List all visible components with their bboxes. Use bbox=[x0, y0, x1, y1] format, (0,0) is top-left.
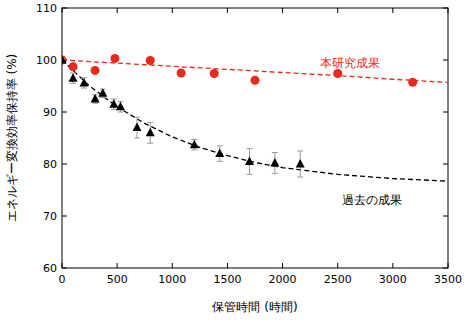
x-tick bbox=[62, 263, 63, 268]
data-point bbox=[146, 128, 155, 137]
data-point bbox=[408, 78, 417, 87]
data-point bbox=[190, 140, 199, 149]
x-tick bbox=[448, 263, 449, 268]
x-tick-label: 3500 bbox=[434, 273, 462, 286]
y-axis-label: エネルギー変換効率保持率 (%) bbox=[5, 54, 19, 223]
x-tick-label: 3000 bbox=[379, 273, 407, 286]
x-tick bbox=[117, 263, 118, 268]
plot-data bbox=[62, 54, 448, 181]
x-tick-label: 2000 bbox=[269, 273, 297, 286]
x-tick-label: 500 bbox=[107, 273, 128, 286]
y-tick bbox=[62, 8, 67, 9]
x-tick-label: 1000 bbox=[158, 273, 186, 286]
data-point bbox=[62, 56, 67, 65]
data-point bbox=[270, 158, 279, 167]
data-point bbox=[245, 156, 254, 165]
data-point bbox=[91, 94, 100, 103]
data-point bbox=[80, 78, 89, 87]
y-tick bbox=[62, 268, 67, 269]
data-point bbox=[69, 62, 78, 71]
data-point bbox=[333, 69, 342, 78]
data-point bbox=[91, 66, 100, 75]
x-tick-label: 0 bbox=[59, 273, 66, 286]
y-tick bbox=[62, 164, 67, 165]
y-tick-label: 70 bbox=[43, 210, 57, 223]
series-label: 過去の成果 bbox=[342, 193, 402, 207]
y-tick-label: 110 bbox=[36, 2, 57, 15]
data-point bbox=[251, 76, 260, 85]
data-point bbox=[177, 69, 186, 78]
y-tick bbox=[62, 112, 67, 113]
x-tick-top bbox=[227, 8, 228, 13]
y-tick-right bbox=[443, 216, 448, 217]
y-tick-right bbox=[443, 164, 448, 165]
y-tick-right bbox=[443, 60, 448, 61]
x-tick-top bbox=[392, 8, 393, 13]
data-point bbox=[116, 102, 125, 111]
x-tick-top bbox=[172, 8, 173, 13]
x-tick-label: 1500 bbox=[213, 273, 241, 286]
y-tick-right bbox=[443, 8, 448, 9]
y-tick bbox=[62, 216, 67, 217]
x-tick bbox=[172, 263, 173, 268]
y-tick-right bbox=[443, 268, 448, 269]
x-tick bbox=[392, 263, 393, 268]
data-point bbox=[109, 99, 118, 108]
data-point bbox=[98, 88, 107, 97]
x-tick bbox=[227, 263, 228, 268]
x-tick-top bbox=[282, 8, 283, 13]
data-point bbox=[132, 123, 141, 132]
data-point bbox=[296, 159, 305, 168]
data-point bbox=[69, 73, 78, 82]
x-tick bbox=[282, 263, 283, 268]
x-tick-top bbox=[62, 8, 63, 13]
x-tick-top bbox=[117, 8, 118, 13]
data-point bbox=[62, 55, 67, 64]
y-tick-label: 80 bbox=[43, 158, 57, 171]
x-tick-top bbox=[448, 8, 449, 13]
y-tick-label: 90 bbox=[43, 106, 57, 119]
x-tick-top bbox=[337, 8, 338, 13]
x-axis-label: 保管時間 (時間) bbox=[212, 300, 297, 314]
y-tick-label: 100 bbox=[36, 54, 57, 67]
data-point bbox=[110, 54, 119, 63]
x-tick-label: 2500 bbox=[324, 273, 352, 286]
chart: 0 500 1000 1500 2000 2500 3000 3500 60 70 80 90 100 1… bbox=[0, 0, 470, 320]
y-tick-label: 60 bbox=[43, 262, 57, 275]
series-label: 本研究成果 bbox=[320, 56, 380, 70]
y-tick-right bbox=[443, 112, 448, 113]
data-point bbox=[210, 69, 219, 78]
fit-line bbox=[62, 60, 448, 181]
plot-frame bbox=[62, 8, 448, 268]
data-point bbox=[215, 149, 224, 158]
data-point bbox=[146, 56, 155, 65]
x-tick bbox=[337, 263, 338, 268]
